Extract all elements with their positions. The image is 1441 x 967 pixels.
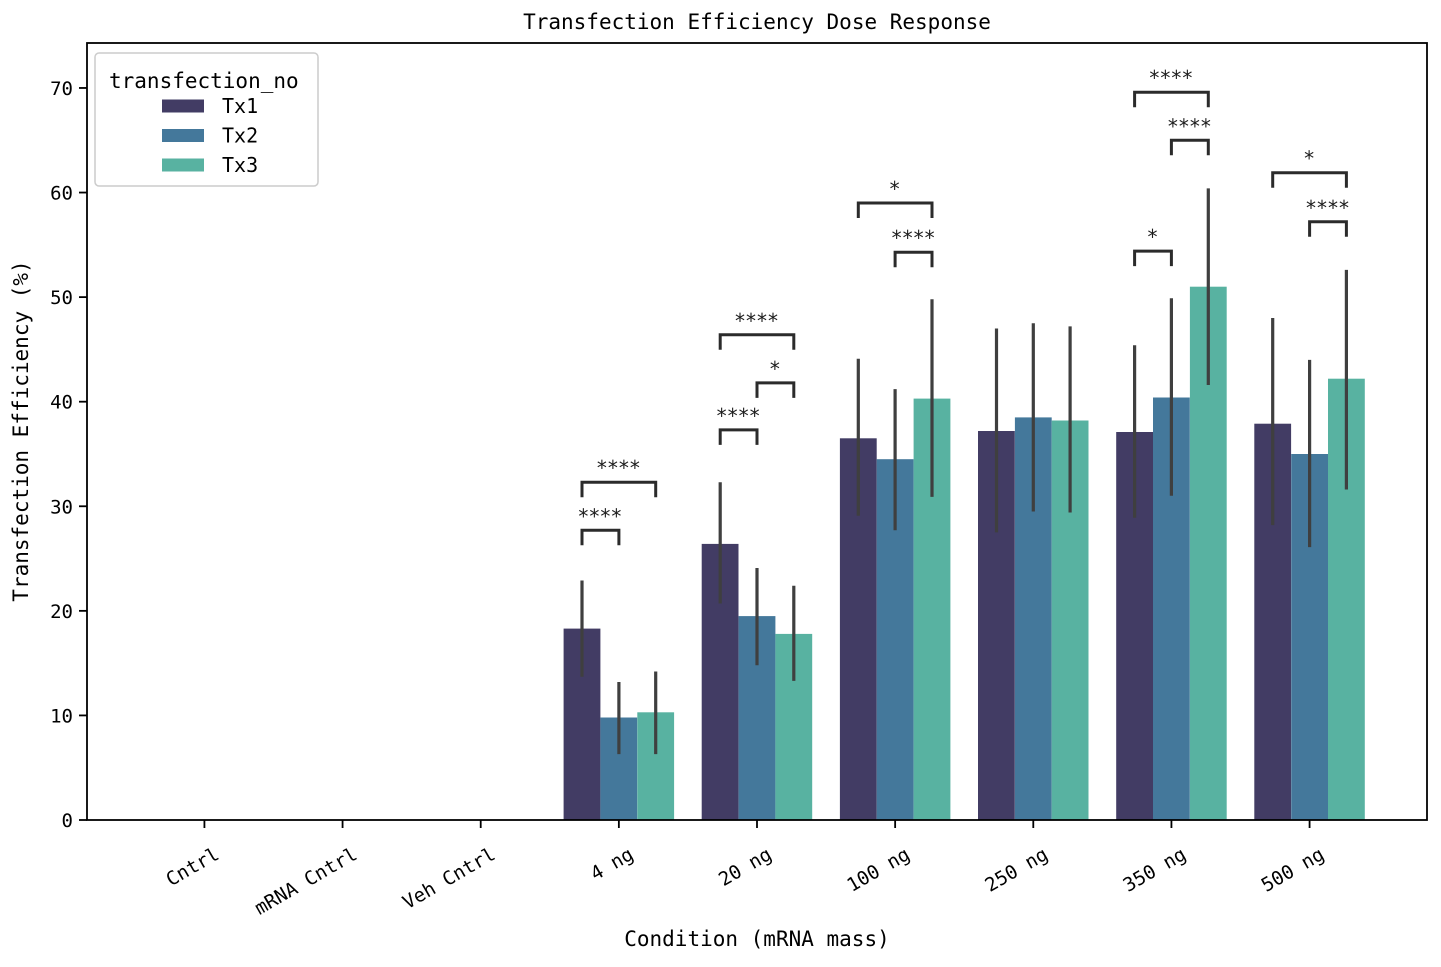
significance-label-350-ng-Tx2-Tx3: **** [1168,114,1212,138]
y-tick-label: 10 [50,705,73,727]
x-tick-label-500-ng: 500 ng [1258,843,1328,896]
legend-box [94,52,319,187]
x-tick-label-4-ng: 4 ng [587,843,638,885]
significance-bracket-350-ng-Tx2-Tx3 [1169,138,1210,156]
x-tick-label-Veh-Cntrl: Veh Cntrl [399,843,499,914]
significance-bracket-100-ng-Tx1-Tx3 [856,201,934,218]
significance-label-100-ng-Tx1-Tx3: * [890,177,901,201]
significance-bracket-20-ng-Tx2-Tx3 [755,381,796,398]
bars-layer [563,286,1365,820]
y-tick-label: 40 [50,392,73,414]
legend-swatch-Tx2 [162,129,204,142]
y-tick-label: 70 [50,78,73,100]
significance-bracket-4-ng-Tx1-Tx3 [580,480,658,498]
legend-swatch-Tx1 [162,99,204,113]
significance-bracket-20-ng-Tx1-Tx3 [718,333,796,350]
significance-label-20-ng-Tx1-Tx2: **** [717,404,761,428]
x-tick-label-Cntrl: Cntrl [162,843,223,891]
significance-label-350-ng-Tx1-Tx2: * [1148,225,1159,249]
x-tick-label-350-ng: 350 ng [1119,843,1189,896]
significance-bracket-100-ng-Tx2-Tx3 [893,250,934,268]
y-tick-label: 0 [62,810,73,832]
y-tick-label: 30 [50,496,73,518]
significance-bracket-500-ng-Tx1-Tx3 [1271,171,1348,188]
x-tick-label-100-ng: 100 ng [843,843,913,896]
significance-label-500-ng-Tx1-Tx3: * [1304,147,1315,171]
legend-label-Tx1: Tx1 [222,94,258,118]
x-axis-label: Condition (mRNA mass) [624,927,890,951]
legend-swatch-Tx3 [162,158,204,172]
significance-bracket-20-ng-Tx1-Tx2 [718,428,759,445]
x-tick-label-mRNA-Cntrl: mRNA Cntrl [251,843,361,919]
significance-bracket-500-ng-Tx2-Tx3 [1308,220,1348,237]
significance-bracket-350-ng-Tx1-Tx3 [1133,90,1210,108]
x-tick-label-250-ng: 250 ng [981,843,1051,896]
significance-label-4-ng-Tx1-Tx2: **** [578,504,622,528]
legend-label-Tx3: Tx3 [222,153,258,177]
significance-bracket-4-ng-Tx1-Tx2 [580,528,621,546]
y-tick-label: 50 [50,287,73,309]
y-tick-label: 60 [50,183,73,205]
y-axis-label: Transfection Efficiency (%) [9,260,33,601]
significance-label-100-ng-Tx2-Tx3: **** [892,226,936,250]
y-tick-label: 20 [50,601,73,623]
legend-title: transfection_no [109,69,299,93]
legend-label-Tx2: Tx2 [222,124,258,148]
significance-bracket-350-ng-Tx1-Tx2 [1133,249,1173,267]
significance-label-500-ng-Tx2-Tx3: **** [1306,196,1350,220]
error-bars-layer [580,188,1349,755]
x-tick-label-20-ng: 20 ng [715,843,776,891]
annotations-layer: ************************************ [578,66,1350,546]
significance-label-20-ng-Tx1-Tx3: **** [735,309,779,333]
significance-label-4-ng-Tx1-Tx3: **** [597,456,641,480]
significance-label-350-ng-Tx1-Tx3: **** [1149,66,1193,90]
chart-title: Transfection Efficiency Dose Response [523,10,991,34]
significance-label-20-ng-Tx2-Tx3: * [770,357,781,381]
